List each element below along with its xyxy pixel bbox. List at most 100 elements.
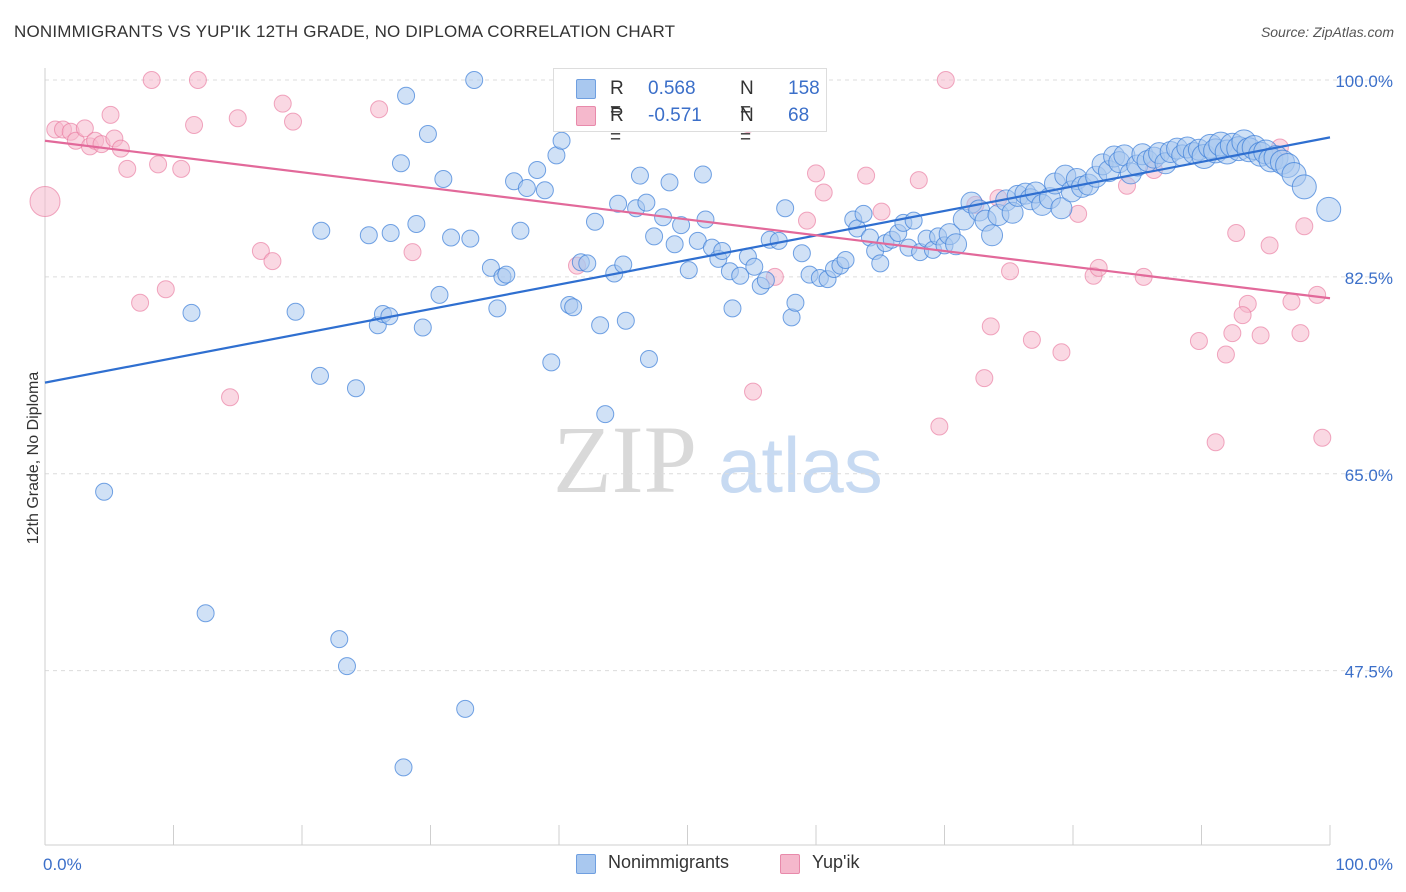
yupik-point	[1001, 262, 1020, 281]
nonimmigrants-point	[346, 379, 365, 398]
nonimmigrants-point	[585, 212, 604, 231]
yupik-point	[149, 155, 168, 174]
nonimmigrants-point	[591, 316, 610, 335]
yupik-trend-line	[44, 139, 1331, 300]
yupik-point	[1189, 332, 1208, 350]
legend-n-label: N =	[740, 78, 754, 121]
nonimmigrants-point	[394, 758, 413, 777]
nonimmigrants-point	[359, 226, 378, 245]
gridlines	[45, 79, 1392, 672]
legend-r-value: 0.568	[648, 78, 696, 99]
y-tick-label: 82.5%	[1345, 269, 1393, 288]
nonimmigrants-point	[430, 285, 449, 304]
yupik-point	[263, 252, 282, 271]
trend-lines	[44, 136, 1331, 384]
yupik-point	[185, 116, 204, 134]
yupik-point	[1313, 428, 1332, 447]
yupik-point	[188, 71, 207, 89]
nonimmigrants-point	[196, 604, 215, 623]
nonimmigrants-points	[95, 71, 1342, 777]
nonimmigrants-point	[731, 266, 750, 285]
legend-swatch-pink	[576, 106, 596, 126]
nonimmigrants-point	[552, 131, 571, 150]
nonimmigrants-point	[442, 228, 461, 247]
nonimmigrants-point	[488, 299, 507, 318]
nonimmigrants-point	[871, 254, 890, 273]
chart-title: NONIMMIGRANTS VS YUP'IK 12TH GRADE, NO D…	[14, 22, 676, 41]
yupik-point	[284, 112, 303, 131]
bottom-legend-label: Nonimmigrants	[608, 852, 730, 872]
nonimmigrants-point	[696, 210, 715, 229]
yupik-point	[1260, 236, 1279, 255]
yupik-point	[975, 369, 994, 388]
nonimmigrants-point	[756, 271, 775, 290]
yupik-point	[1206, 433, 1225, 452]
nonimmigrants-point	[630, 166, 649, 185]
nonimmigrants-point	[945, 233, 968, 256]
nonimmigrants-point	[511, 221, 530, 240]
nonimmigrants-point	[517, 179, 536, 197]
yupik-point	[1282, 292, 1301, 311]
yupik-point	[930, 417, 949, 436]
nonimmigrants-point	[665, 235, 684, 254]
nonimmigrants-point	[578, 254, 597, 273]
legend-r-value: -0.571	[648, 105, 702, 126]
yupik-point	[909, 171, 928, 190]
nonimmigrants-point	[330, 630, 349, 649]
nonimmigrants-point	[95, 482, 114, 501]
nonimmigrants-trend-line	[44, 136, 1331, 384]
yupik-point	[807, 164, 825, 183]
nonimmigrants-point	[776, 199, 795, 218]
yupik-point	[1223, 324, 1242, 343]
yupik-points	[29, 71, 1332, 452]
yupik-point	[1052, 343, 1071, 362]
yupik-point	[798, 211, 817, 230]
nonimmigrants-point	[397, 86, 416, 105]
nonimmigrants-point	[693, 165, 712, 184]
legend-r-label: R =	[610, 78, 624, 121]
nonimmigrants-point	[564, 298, 583, 317]
bottom-legend-swatch-blue	[576, 854, 596, 874]
nonimmigrants-point	[407, 215, 426, 233]
nonimmigrants-point	[535, 181, 554, 200]
yupik-point	[118, 159, 137, 178]
yupik-point	[936, 71, 955, 89]
yupik-point	[744, 382, 763, 401]
legend-n-label: N =	[740, 105, 754, 148]
nonimmigrants-point	[497, 265, 516, 284]
nonimmigrants-point	[639, 350, 658, 368]
nonimmigrants-point	[461, 229, 480, 248]
yupik-point	[251, 242, 270, 260]
nonimmigrants-point	[310, 366, 329, 385]
bottom-legend-label: Yup'ik	[812, 852, 860, 872]
nonimmigrants-point	[609, 194, 628, 213]
nonimmigrants-point	[542, 353, 561, 372]
nonimmigrants-point	[672, 216, 691, 235]
yupik-point	[1022, 330, 1041, 349]
nonimmigrants-point	[723, 299, 742, 318]
x-tick-label: 100.0%	[1335, 855, 1393, 874]
x-tick-label: 0.0%	[43, 855, 82, 874]
yupik-point	[1233, 306, 1252, 325]
yupik-point	[857, 166, 876, 185]
yupik-point	[1227, 224, 1246, 242]
y-tick-label: 100.0%	[1335, 72, 1393, 91]
nonimmigrants-point	[713, 242, 732, 260]
yupik-point	[273, 94, 292, 113]
tick-labels: 47.5% 65.0% 82.5% 100.0% 0.0% 100.0%	[43, 72, 1393, 874]
nonimmigrants-point	[381, 224, 400, 242]
yupik-point	[370, 100, 389, 119]
yupik-point	[1291, 324, 1310, 343]
legend-r-label: R =	[610, 105, 624, 148]
nonimmigrants-point	[434, 170, 453, 188]
nonimmigrants-point	[786, 293, 805, 312]
yupik-point	[403, 243, 422, 262]
nonimmigrants-point	[413, 318, 432, 337]
nonimmigrants-point	[286, 302, 305, 321]
y-tick-label: 65.0%	[1345, 466, 1393, 485]
nonimmigrants-point	[660, 173, 679, 192]
yupik-point	[1089, 258, 1108, 277]
legend-box: R = 0.568 N = 158 R = -0.571 N = 68	[553, 68, 827, 148]
nonimmigrants-point	[528, 161, 547, 179]
